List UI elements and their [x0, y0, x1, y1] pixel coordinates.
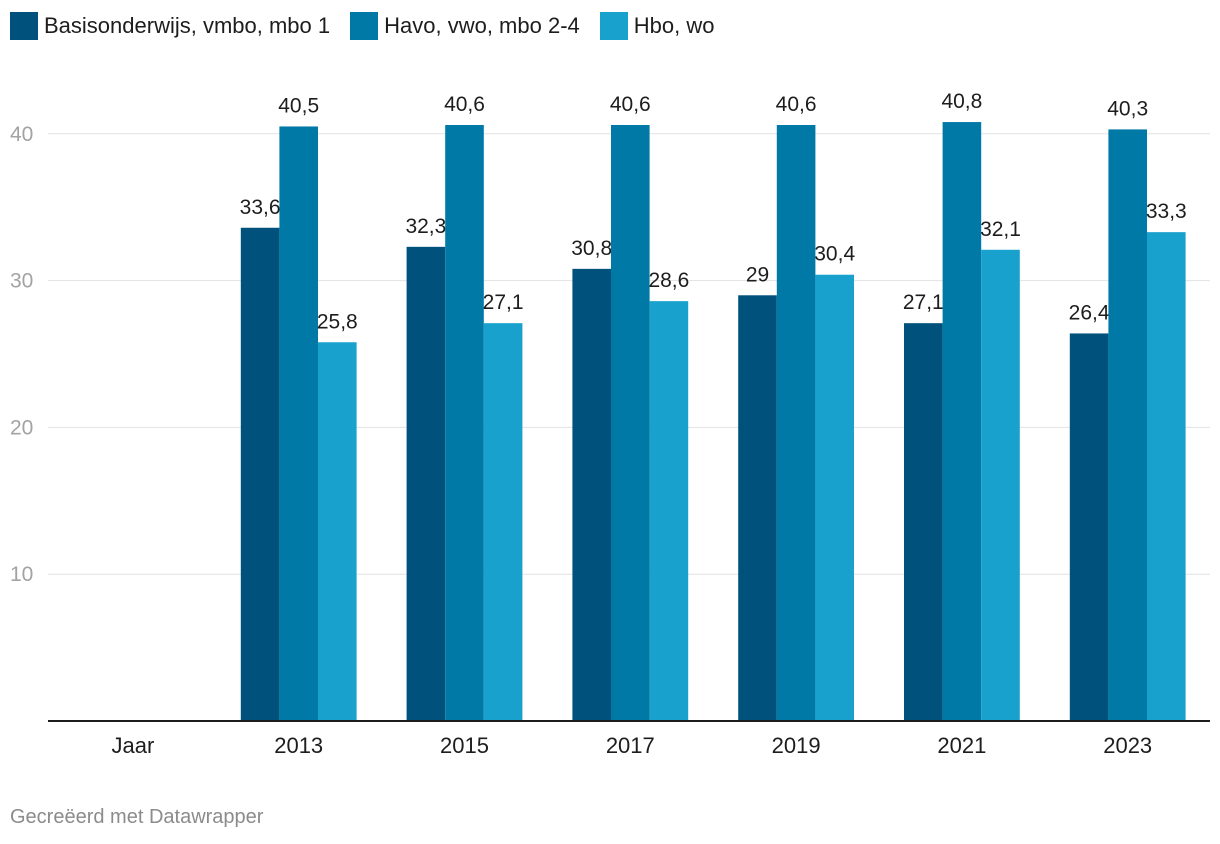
legend-label-hbo: Hbo, wo [633, 13, 715, 38]
bar-2019-s0 [738, 295, 777, 721]
x-tick-label-2023: 2023 [1103, 733, 1152, 758]
x-tick-label-Jaar: Jaar [112, 733, 155, 758]
bar-2017-s2 [649, 301, 689, 721]
bar-2013-s2 [318, 342, 357, 721]
bar-2015-s1 [445, 124, 484, 721]
value-label-2023-s1: 40,3 [1107, 97, 1148, 120]
value-label-2013-s0: 33,6 [240, 196, 281, 219]
value-label-2021-s1: 40,8 [941, 90, 982, 113]
value-label-2015-s1: 40,6 [444, 93, 485, 116]
bar-2015-s0 [406, 246, 446, 721]
value-label-2023-s0: 26,4 [1069, 301, 1110, 324]
bar-2015-s2 [483, 323, 523, 721]
value-label-2013-s2: 25,8 [317, 310, 358, 333]
value-label-2017-s1: 40,6 [610, 93, 651, 116]
y-tick-label-40: 40 [10, 123, 33, 146]
value-label-2019-s2: 30,4 [814, 243, 855, 266]
value-label-2017-s2: 28,6 [648, 269, 689, 292]
footer-credit: Gecreëerd met Datawrapper [10, 806, 264, 828]
bar-2013-s0 [240, 227, 280, 721]
bar-2021-s1 [942, 122, 982, 721]
legend-item-basisonderwijs: Basisonderwijs, vmbo, mbo 1 [10, 12, 330, 40]
value-label-2021-s2: 32,1 [980, 218, 1021, 241]
x-tick-label-2019: 2019 [772, 733, 821, 758]
legend-swatch-hbo [599, 12, 628, 40]
value-label-2013-s1: 40,5 [278, 94, 319, 117]
bar-2017-s1 [611, 124, 650, 721]
legend: Basisonderwijs, vmbo, mbo 1 Havo, vwo, m… [10, 12, 734, 40]
y-tick-label-10: 10 [10, 563, 33, 586]
value-label-2019-s0: 29 [746, 263, 769, 286]
bar-2021-s0 [904, 323, 943, 721]
bar-2017-s0 [572, 268, 611, 721]
legend-label-havo: Havo, vwo, mbo 2-4 [384, 13, 580, 38]
value-label-2023-s2: 33,3 [1146, 200, 1187, 223]
bar-2019-s1 [776, 124, 816, 721]
value-label-2015-s0: 32,3 [405, 215, 446, 238]
legend-swatch-havo [350, 12, 379, 40]
value-label-2017-s0: 30,8 [571, 237, 612, 260]
bar-2023-s2 [1147, 232, 1186, 721]
bar-2021-s2 [981, 249, 1020, 721]
value-label-2021-s0: 27,1 [903, 291, 944, 314]
value-label-2015-s2: 27,1 [483, 291, 524, 314]
bar-2013-s1 [279, 126, 318, 721]
legend-swatch-basisonderwijs [10, 12, 38, 40]
x-tick-label-2021: 2021 [937, 733, 986, 758]
bar-2019-s2 [815, 274, 854, 721]
legend-label-basisonderwijs: Basisonderwijs, vmbo, mbo 1 [44, 13, 331, 38]
x-tick-label-2017: 2017 [606, 733, 655, 758]
value-label-2019-s1: 40,6 [776, 93, 817, 116]
legend-item-havo: Havo, vwo, mbo 2-4 [350, 12, 580, 40]
x-tick-label-2013: 2013 [274, 733, 323, 758]
bar-2023-s1 [1108, 129, 1147, 721]
y-tick-label-20: 20 [10, 416, 33, 439]
x-tick-label-2015: 2015 [440, 733, 489, 758]
legend-item-hbo: Hbo, wo [599, 12, 715, 40]
bar-chart: 10 20 30 40 Jaar 33,6 40,5 25,8 2013 32,3 40,6 27,1… [10, 90, 1210, 758]
y-tick-label-30: 30 [10, 270, 33, 293]
bar-2023-s0 [1069, 333, 1109, 721]
